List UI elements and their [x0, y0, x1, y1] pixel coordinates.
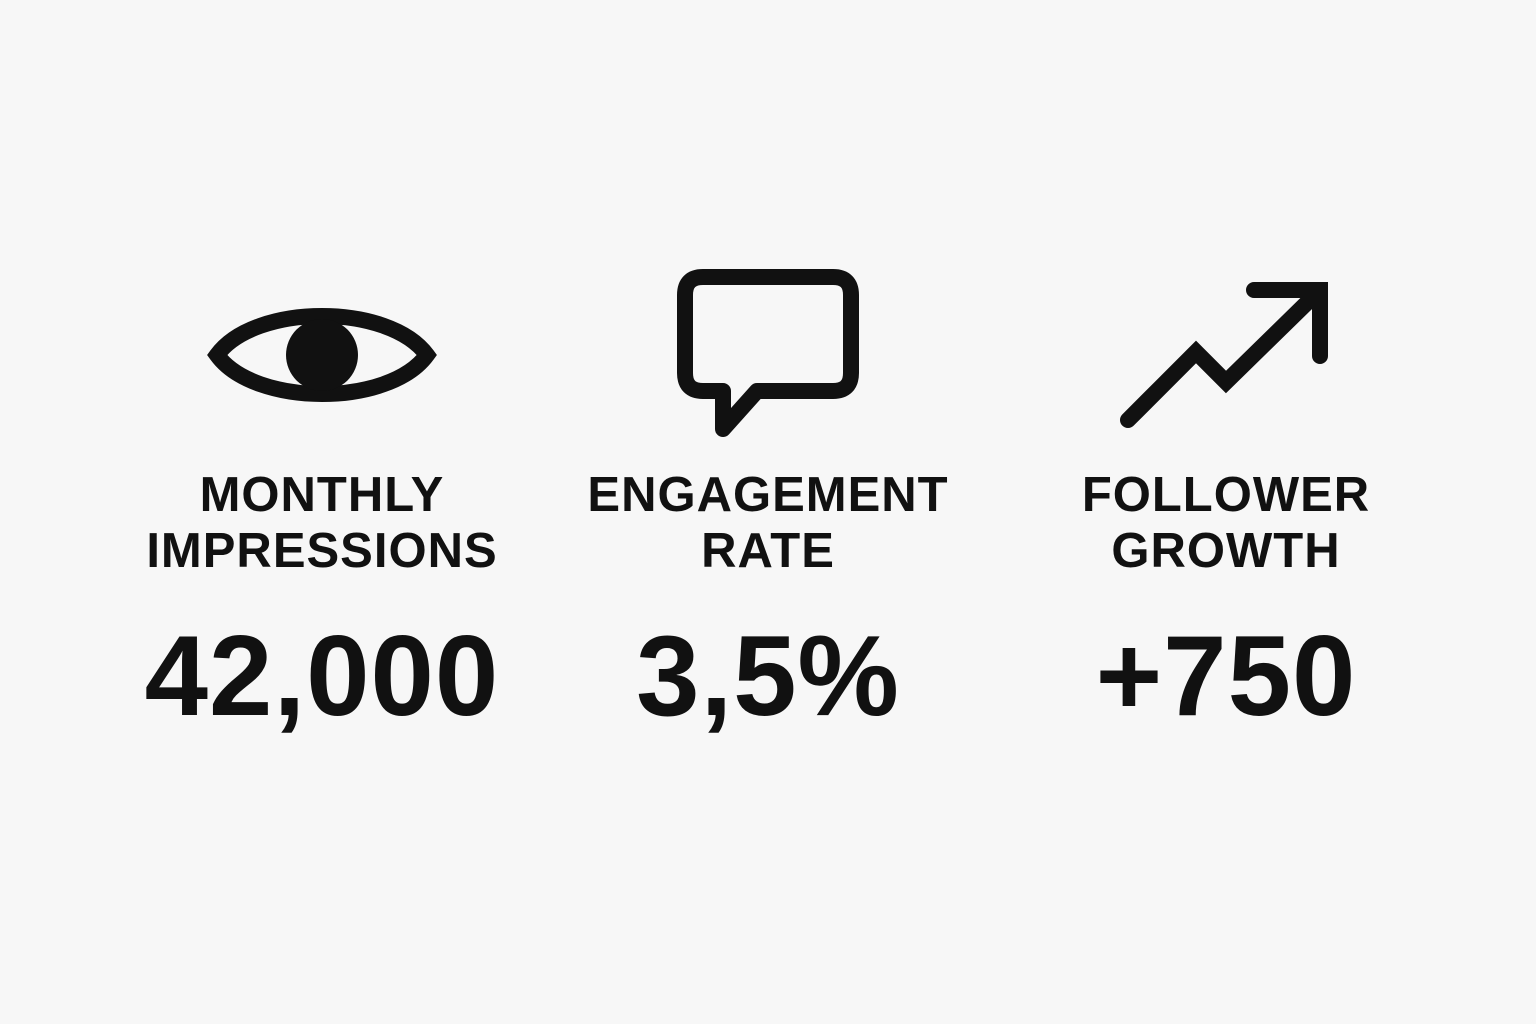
stat-label-line: GROWTH — [1111, 524, 1341, 578]
stat-label: ENGAGEMENT RATE — [587, 467, 948, 579]
stat-value: 42,000 — [144, 613, 500, 740]
stat-engagement-rate: ENGAGEMENT RATE 3,5% — [538, 255, 998, 737]
stat-label-line: RATE — [701, 524, 835, 578]
stat-label-line: MONTHLY — [199, 468, 445, 522]
stat-value: +750 — [1095, 613, 1357, 740]
stat-label: MONTHLY IMPRESSIONS — [146, 467, 497, 579]
stat-label-line: IMPRESSIONS — [146, 524, 498, 578]
stat-value: 3,5% — [636, 613, 900, 740]
stat-follower-growth: FOLLOWER GROWTH +750 — [996, 255, 1456, 737]
stat-monthly-impressions: MONTHLY IMPRESSIONS 42,000 — [92, 255, 552, 737]
trending-up-arrow-icon — [1096, 255, 1356, 455]
stat-label: FOLLOWER GROWTH — [1082, 467, 1370, 579]
speech-bubble-icon — [638, 255, 898, 455]
eye-icon — [192, 255, 452, 455]
stat-label-line: FOLLOWER — [1081, 468, 1371, 522]
stat-label-line: ENGAGEMENT — [587, 468, 949, 522]
